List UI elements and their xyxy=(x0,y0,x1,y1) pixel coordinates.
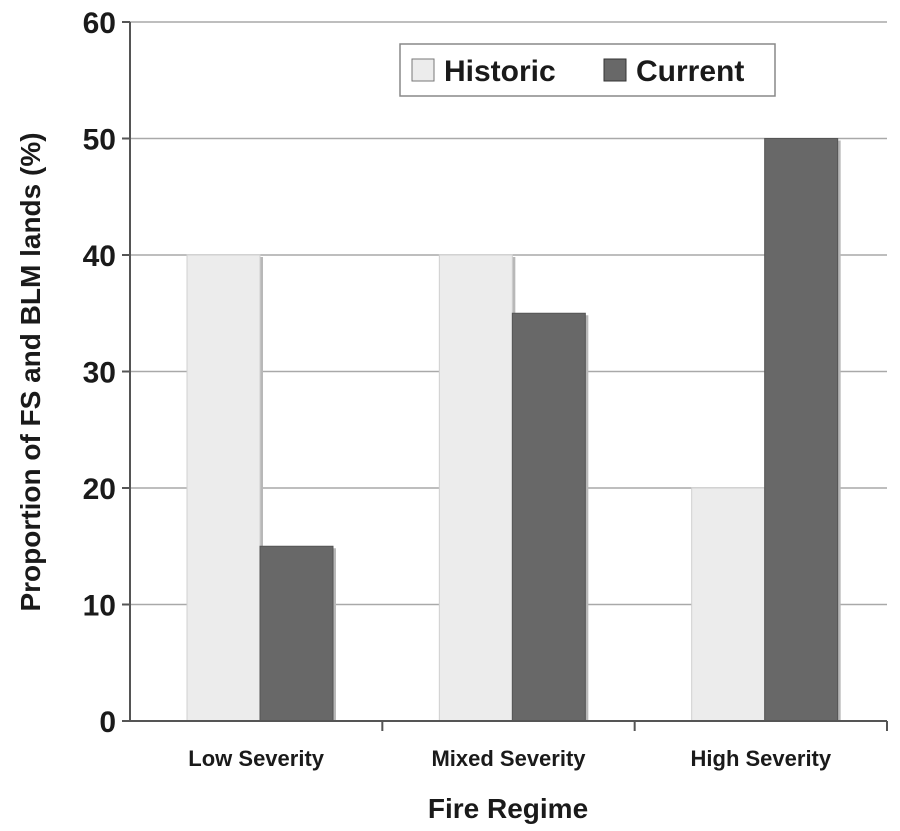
x-category-label: Mixed Severity xyxy=(431,746,586,771)
bar-current-high-severity xyxy=(764,138,839,722)
axes xyxy=(122,21,888,731)
bar-historic-low-severity xyxy=(186,254,261,722)
legend-label-current: Current xyxy=(636,55,744,88)
legend-swatch-historic xyxy=(411,58,435,82)
y-axis-title: Proportion of FS and BLM lands (%) xyxy=(15,132,46,611)
legend-box xyxy=(399,43,776,97)
x-category-label: Low Severity xyxy=(188,746,324,771)
y-tick-label: 10 xyxy=(83,590,116,623)
legend: Historic Current xyxy=(399,43,776,97)
y-tick-label: 60 xyxy=(83,7,116,40)
x-category-label: High Severity xyxy=(691,746,832,771)
bar-current-mixed-severity xyxy=(511,312,586,722)
x-category-labels: Low Severity Mixed Severity High Severity xyxy=(188,746,832,771)
bar-historic-high-severity xyxy=(691,487,766,722)
bar-historic-mixed-severity xyxy=(438,254,513,722)
y-tick-label: 0 xyxy=(99,706,116,739)
y-tick-label: 40 xyxy=(83,240,116,273)
y-tick-label: 50 xyxy=(83,124,116,157)
y-tick-labels: 0 10 20 30 40 50 60 xyxy=(83,7,116,739)
legend-label-historic: Historic xyxy=(444,55,556,88)
bar-current-low-severity xyxy=(259,545,334,722)
bars xyxy=(186,138,841,722)
y-tick-label: 30 xyxy=(83,357,116,390)
y-tick-label: 20 xyxy=(83,473,116,506)
x-axis-title: Fire Regime xyxy=(428,793,588,824)
legend-swatch-current xyxy=(603,58,627,82)
